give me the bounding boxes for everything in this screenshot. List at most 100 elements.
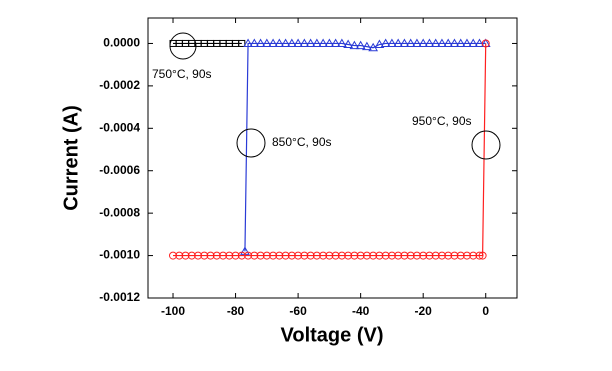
- marker: [319, 251, 328, 260]
- marker: [187, 251, 196, 260]
- marker: [468, 38, 479, 47]
- x-tick-label: -80: [227, 304, 245, 318]
- marker: [369, 251, 378, 260]
- marker: [337, 251, 346, 260]
- marker: [380, 38, 391, 47]
- y-tick-label: -0.0002: [99, 78, 140, 92]
- marker: [374, 39, 385, 49]
- marker: [261, 38, 272, 47]
- marker: [225, 251, 234, 260]
- marker: [399, 38, 410, 47]
- marker: [350, 251, 359, 260]
- marker: [312, 38, 322, 47]
- marker: [355, 40, 366, 50]
- marker: [394, 251, 403, 260]
- marker: [243, 38, 253, 47]
- y-tick-label: -0.0006: [99, 163, 140, 177]
- x-tick-label: -60: [289, 304, 307, 318]
- x-tick-label: -100: [161, 304, 185, 318]
- marker: [475, 251, 484, 260]
- marker: [462, 38, 472, 47]
- marker: [294, 251, 303, 260]
- marker: [362, 41, 372, 51]
- marker: [255, 38, 266, 47]
- plot-frame: [147, 17, 518, 299]
- marker: [262, 251, 271, 260]
- marker: [455, 38, 466, 47]
- marker: [330, 38, 341, 47]
- marker: [238, 39, 246, 47]
- marker: [362, 251, 371, 260]
- marker: [318, 38, 328, 47]
- x-tick-label: 0: [482, 304, 489, 318]
- marker: [250, 251, 259, 260]
- marker: [393, 38, 404, 47]
- y-tick-label: -0.0008: [99, 205, 140, 219]
- marker: [344, 251, 353, 260]
- marker: [431, 251, 440, 260]
- annotation: 850°C, 90s: [272, 135, 332, 149]
- marker: [412, 251, 421, 260]
- marker: [412, 38, 422, 47]
- marker: [481, 39, 490, 48]
- y-tick-label: -0.0012: [99, 290, 140, 304]
- marker: [275, 251, 284, 260]
- marker: [299, 38, 310, 47]
- marker: [280, 38, 291, 47]
- marker: [212, 251, 221, 260]
- marker: [200, 251, 209, 260]
- marker: [175, 251, 184, 260]
- marker: [231, 251, 240, 260]
- marker: [194, 251, 203, 260]
- marker: [387, 38, 397, 47]
- marker: [474, 38, 485, 47]
- marker: [312, 251, 321, 260]
- marker: [274, 38, 285, 47]
- marker: [244, 251, 253, 260]
- marker: [444, 251, 453, 260]
- x-tick-label: -20: [415, 304, 433, 318]
- marker: [381, 251, 390, 260]
- y-axis-title: Current (A): [60, 105, 82, 211]
- x-axis-title: Voltage (V): [281, 324, 384, 346]
- marker: [437, 38, 447, 47]
- marker: [181, 251, 190, 260]
- annotation-circle: [169, 32, 197, 60]
- marker: [449, 38, 460, 47]
- marker: [424, 38, 435, 47]
- marker: [478, 251, 487, 260]
- marker: [206, 251, 215, 260]
- marker: [343, 39, 353, 49]
- marker: [430, 38, 441, 47]
- marker: [286, 38, 297, 47]
- marker: [293, 38, 303, 47]
- marker: [437, 251, 446, 260]
- annotation: 950°C, 90s: [412, 114, 472, 128]
- marker: [405, 38, 416, 47]
- annotation-circle: [236, 128, 266, 158]
- marker: [268, 38, 278, 47]
- x-tick-label: -40: [352, 304, 370, 318]
- marker: [324, 38, 335, 47]
- marker: [325, 251, 334, 260]
- marker: [469, 251, 478, 260]
- marker: [331, 251, 340, 260]
- marker: [418, 38, 429, 47]
- marker: [462, 251, 471, 260]
- marker: [419, 251, 428, 260]
- marker: [169, 251, 178, 260]
- marker: [443, 38, 454, 47]
- marker: [375, 251, 384, 260]
- marker: [281, 251, 290, 260]
- marker: [300, 251, 309, 260]
- marker: [256, 251, 265, 260]
- marker: [450, 251, 459, 260]
- marker: [219, 251, 228, 260]
- marker: [400, 251, 409, 260]
- annotation: 750°C, 90s: [152, 67, 212, 81]
- marker: [269, 251, 278, 260]
- annotation-circle: [471, 130, 501, 160]
- marker: [349, 40, 360, 50]
- marker: [249, 38, 260, 47]
